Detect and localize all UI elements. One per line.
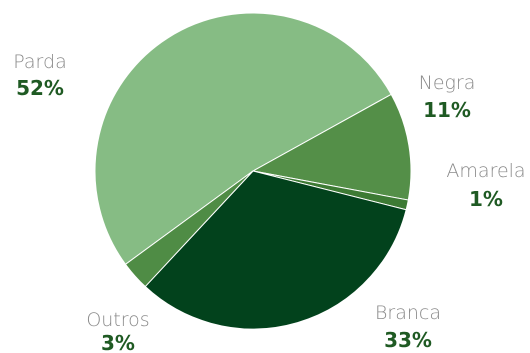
slice-label-name: Negra (419, 72, 476, 94)
slice-label-negra: Negra 11% (419, 72, 476, 122)
slice-label-name: Outros (86, 309, 149, 331)
slice-label-amarela: Amarela 1% (446, 160, 525, 211)
slices-layer (94, 12, 412, 330)
slice-label-value: 3% (101, 331, 135, 353)
slice-label-branca: Branca 33% (375, 302, 441, 352)
slice-label-parda: Parda 52% (13, 51, 66, 100)
pie-slice-branca (144, 170, 407, 330)
slice-label-name: Amarela (446, 160, 525, 182)
pie-slice-outros (124, 170, 254, 288)
pie-slice-negra (251, 93, 412, 201)
labels-layer: Parda 52% Negra 11% Amarela 1% Branca 33% Outros… (13, 51, 525, 353)
slice-label-name: Branca (375, 302, 441, 324)
slice-label-value: 33% (384, 328, 432, 352)
slice-label-name: Parda (13, 51, 66, 73)
pie-slice-parda (94, 12, 392, 266)
slice-label-value: 11% (423, 98, 471, 122)
slice-label-value: 1% (469, 187, 503, 211)
slice-label-value: 52% (16, 76, 64, 100)
